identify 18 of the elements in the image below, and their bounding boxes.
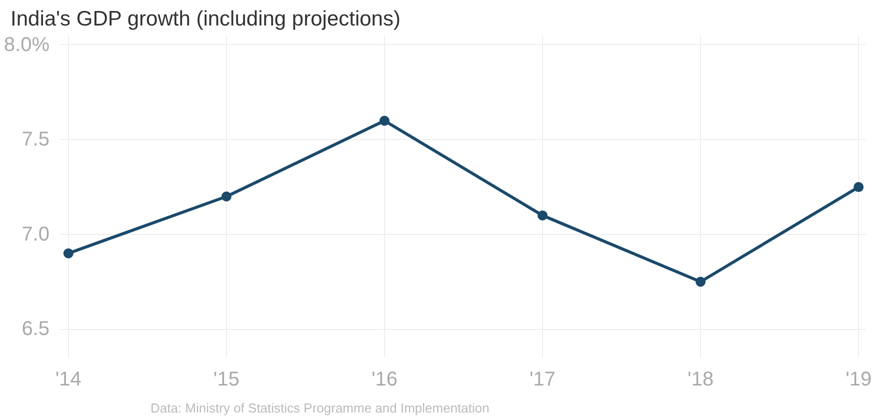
point [221,192,232,202]
y-tick-label: 8.0% [4,34,50,56]
text: Data: Ministry of Statistics Programme and Implementation [150,400,490,416]
point [379,116,390,126]
point [696,276,706,287]
y-tick-label: 7.5 [22,128,50,151]
y-tick-label: 7.0 [22,223,50,246]
x-tick-label: '17 [529,368,556,390]
x-tick-label: '19 [846,368,872,390]
x-tick-label: '14 [55,368,82,390]
point [854,182,864,192]
point [63,248,74,258]
point [538,210,548,220]
x-tick-label: '18 [688,368,714,390]
chart-title: India's GDP growth (including projections) [10,8,400,30]
y-tick-label: 6.5 [22,318,50,340]
x-tick-label: '16 [371,368,398,390]
x-tick-label: '15 [213,368,240,390]
